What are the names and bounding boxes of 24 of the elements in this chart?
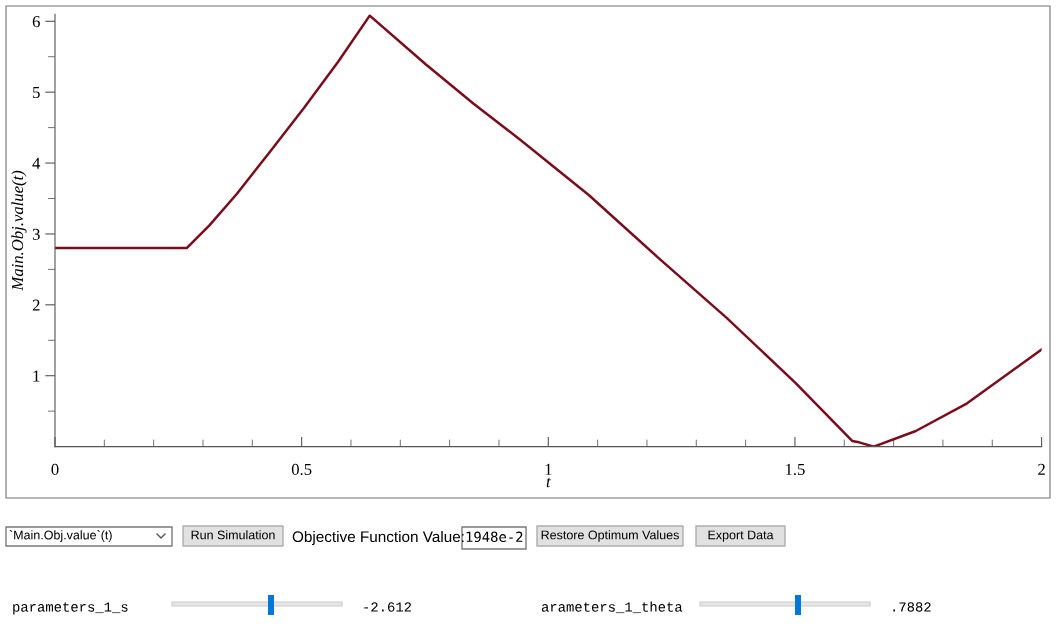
y-tick-label: 6 — [32, 16, 40, 28]
text: Restore Optimum Values — [541, 530, 679, 542]
text: arameters_1_theta — [541, 601, 683, 614]
text: Run Simulation — [191, 530, 275, 540]
y-tick-label: 3 — [32, 228, 40, 240]
text: Objective Function Value: — [292, 530, 464, 546]
y-tick-label: 4 — [32, 157, 41, 169]
text: -2.612 — [364, 602, 412, 612]
x-tick-label: 0.5 — [291, 463, 312, 476]
text: parameters_1_s — [13, 602, 128, 615]
y-tick-label: 1 — [33, 370, 40, 382]
x-tick-label: 1 — [545, 463, 552, 475]
x-tick-label: 2 — [1038, 463, 1045, 475]
x-axis-title: t — [546, 477, 551, 488]
line-series — [55, 14, 1042, 447]
y-tick-label: 5 — [33, 87, 40, 99]
text: Export Data — [708, 530, 774, 542]
y-axis-title: Main.Obj.value(t) — [11, 170, 27, 291]
x-tick-label: 1.5 — [786, 463, 805, 476]
text: .7882 — [893, 602, 931, 612]
text: `Main.Obj.value`(t) — [9, 530, 112, 542]
text: 1948e-2 — [466, 531, 523, 543]
y-tick-label: 2 — [32, 299, 40, 311]
x-tick-label: 0 — [51, 463, 59, 475]
